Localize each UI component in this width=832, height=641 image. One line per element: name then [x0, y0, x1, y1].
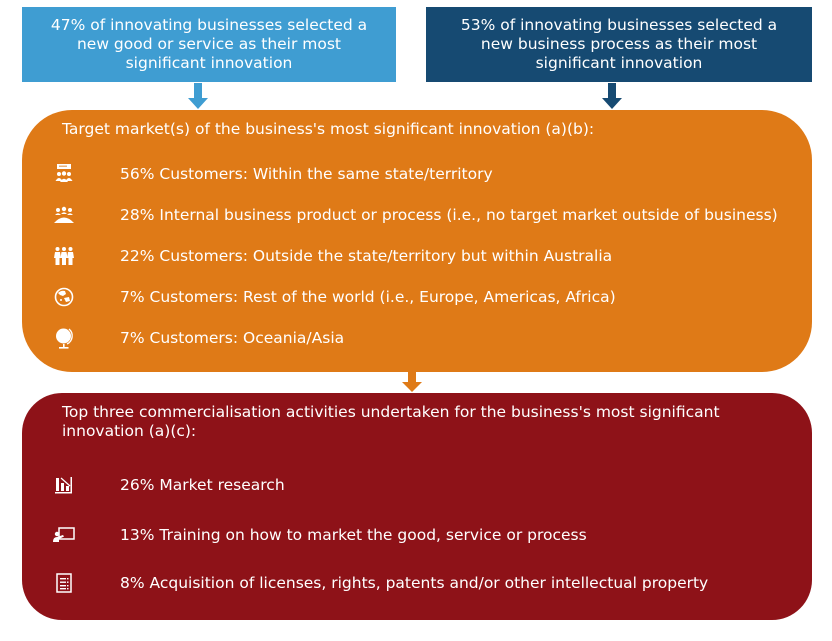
commercialisation-item: 26% Market research: [22, 473, 812, 497]
target-market-panel: Target market(s) of the business's most …: [22, 110, 812, 372]
target-market-label: 7% Customers: Oceania/Asia: [120, 329, 345, 347]
commercialisation-heading: Top three commercialisation activities u…: [62, 403, 720, 440]
presentation-audience-icon: [53, 163, 75, 185]
target-market-label: 28% Internal business product or process…: [120, 206, 778, 224]
commercialisation-item: 13% Training on how to market the good, …: [22, 523, 812, 547]
target-market-label: 56% Customers: Within the same state/ter…: [120, 165, 493, 183]
commercialisation-item: 8% Acquisition of licenses, rights, pate…: [22, 571, 812, 595]
new-business-process-box: 53% of innovating businesses selected a …: [426, 7, 812, 82]
people-group-icon: [53, 245, 75, 267]
world-globe-icon: [53, 286, 75, 308]
target-market-item: 28% Internal business product or process…: [22, 203, 812, 227]
arrow-down-icon: [402, 370, 422, 392]
arrow-down-icon: [602, 83, 622, 109]
target-market-heading: Target market(s) of the business's most …: [62, 120, 595, 138]
target-market-label: 7% Customers: Rest of the world (i.e., E…: [120, 288, 616, 306]
new-business-process-text: 53% of innovating businesses selected a …: [460, 16, 778, 72]
target-market-item: 7% Customers: Rest of the world (i.e., E…: [22, 285, 812, 309]
meeting-table-icon: [53, 204, 75, 226]
new-good-or-service-box: 47% of innovating businesses selected a …: [22, 7, 396, 82]
target-market-item: 7% Customers: Oceania/Asia: [22, 326, 812, 350]
commercialisation-label: 26% Market research: [120, 476, 285, 494]
desk-globe-icon: [53, 327, 75, 349]
training-board-icon: [53, 524, 75, 546]
commercialisation-label: 8% Acquisition of licenses, rights, pate…: [120, 574, 709, 592]
commercialisation-panel: Top three commercialisation activities u…: [22, 393, 812, 620]
arrow-down-icon: [188, 83, 208, 109]
commercialisation-label: 13% Training on how to market the good, …: [120, 526, 587, 544]
target-market-item: 22% Customers: Outside the state/territo…: [22, 244, 812, 268]
new-good-or-service-text: 47% of innovating businesses selected a …: [50, 16, 368, 72]
target-market-item: 56% Customers: Within the same state/ter…: [22, 162, 812, 186]
target-market-label: 22% Customers: Outside the state/territo…: [120, 247, 613, 265]
bar-chart-icon: [53, 474, 75, 496]
document-list-icon: [53, 572, 75, 594]
